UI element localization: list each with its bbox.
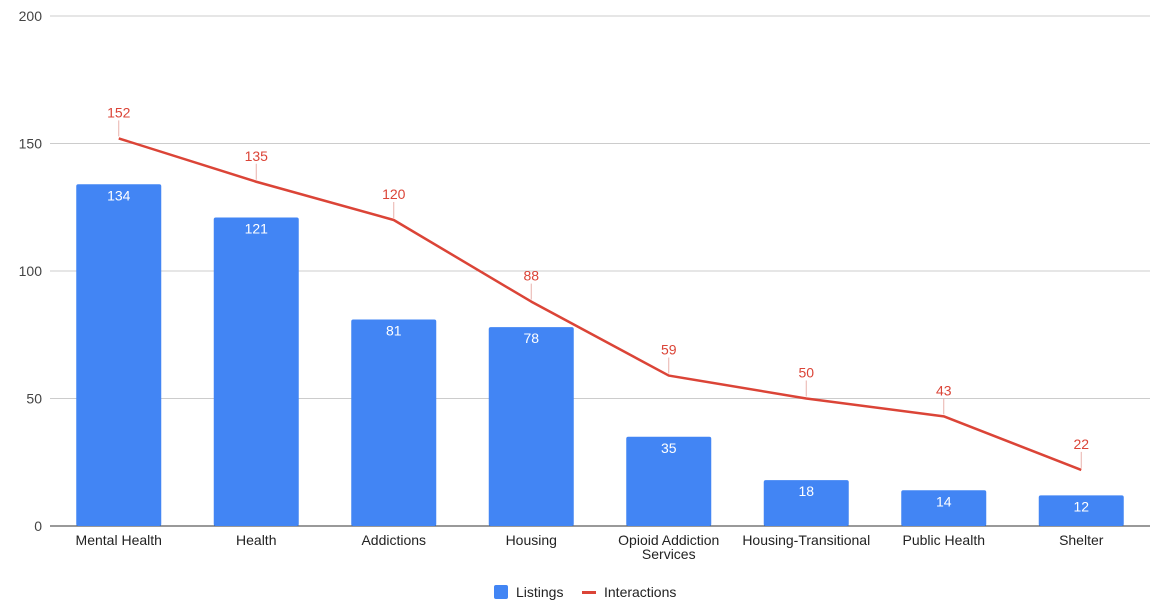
x-category-label-line: Health [236, 532, 276, 548]
bar [351, 319, 437, 526]
y-tick-label: 50 [26, 391, 42, 407]
line-value-label: 88 [523, 268, 539, 284]
x-category-label: Addictions [361, 532, 426, 548]
x-category-label: Housing-Transitional [742, 532, 870, 548]
x-category-label: Health [236, 532, 276, 548]
x-category-label-line: Services [642, 546, 696, 562]
bar [901, 490, 987, 526]
bar [213, 217, 299, 526]
y-tick-label: 150 [19, 136, 43, 152]
x-category-label-line: Shelter [1059, 532, 1104, 548]
bar-value-label: 81 [386, 322, 402, 338]
legend: Listings Interactions [494, 584, 676, 600]
x-category-label: Housing [506, 532, 557, 548]
x-category-label-line: Addictions [361, 532, 426, 548]
x-category-label-line: Opioid Addiction [618, 532, 719, 548]
interactions-line [118, 137, 1082, 472]
x-category-label-line: Mental Health [76, 532, 162, 548]
line-value-label: 50 [798, 365, 814, 381]
bar-value-label: 35 [661, 440, 677, 456]
legend-swatch-listings [494, 585, 508, 599]
bar-value-label: 12 [1073, 498, 1089, 514]
line-value-label: 152 [107, 104, 131, 120]
bar-value-label: 18 [798, 483, 814, 499]
y-tick-label: 200 [19, 8, 43, 24]
listings-bars [76, 184, 1124, 527]
bar-value-label: 121 [245, 220, 269, 236]
x-category-label-line: Housing-Transitional [742, 532, 870, 548]
bar [1038, 495, 1124, 526]
x-category-label-line: Housing [506, 532, 557, 548]
y-axis-tick-labels: 0 50 100 150 200 [19, 8, 43, 534]
line-value-label: 120 [382, 186, 406, 202]
line-value-label: 135 [245, 148, 269, 164]
legend-label-interactions: Interactions [604, 584, 676, 600]
bar [626, 436, 712, 526]
y-tick-label: 0 [34, 518, 42, 534]
bar-value-label: 78 [523, 330, 539, 346]
x-category-label: Shelter [1059, 532, 1104, 548]
bar [76, 184, 162, 527]
line-value-label: 59 [661, 342, 677, 358]
line-value-label: 22 [1073, 436, 1089, 452]
line-value-label: 43 [936, 382, 952, 398]
bar-value-label: 134 [107, 187, 131, 203]
bar [488, 327, 574, 526]
x-category-label: Opioid Addiction Services [618, 532, 719, 562]
x-category-label: Public Health [903, 532, 986, 548]
interactions-line-series [118, 137, 1082, 472]
legend-swatch-interactions [582, 591, 596, 594]
x-category-label-line: Public Health [903, 532, 986, 548]
listings-bar-labels: 134 121 81 78 35 18 14 12 [107, 187, 1089, 514]
x-category-label: Mental Health [76, 532, 162, 548]
bar [763, 480, 849, 526]
y-tick-label: 100 [19, 263, 43, 279]
bar-value-label: 14 [936, 493, 952, 509]
legend-label-listings: Listings [516, 584, 563, 600]
x-axis-category-labels: Mental Health Health Addictions Housing Opio… [76, 532, 1104, 562]
interactions-data-labels: 152 135 120 88 59 50 43 22 [107, 104, 1089, 468]
